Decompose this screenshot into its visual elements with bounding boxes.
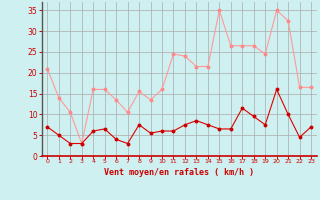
X-axis label: Vent moyen/en rafales ( km/h ): Vent moyen/en rafales ( km/h )	[104, 168, 254, 177]
